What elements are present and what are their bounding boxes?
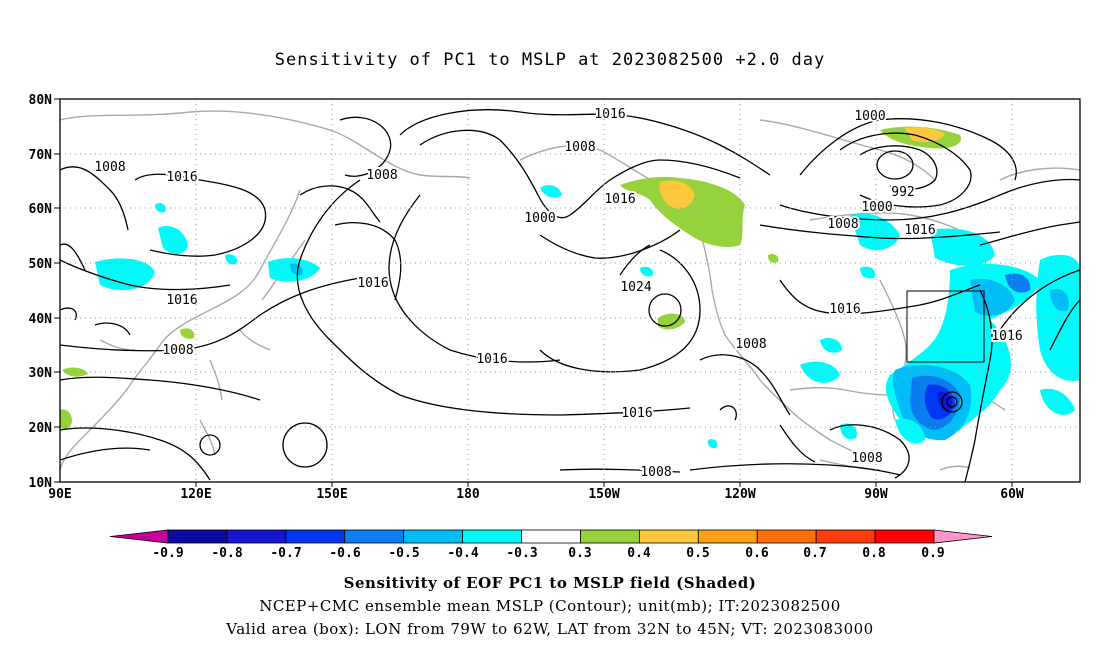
contour-label: 1008 — [640, 465, 671, 480]
caption-shaded: Sensitivity of EOF PC1 to MSLP field (Sh… — [343, 574, 757, 592]
contour-label: 1008 — [94, 160, 125, 175]
colorbar-swatch — [226, 529, 287, 544]
colorbar-swatch — [521, 529, 581, 544]
longitude-axis: 90E 120E 150E 180 150W 120W 90W 60W — [48, 482, 1024, 502]
caption-valid-area: Valid area (box): LON from 79W to 62W, L… — [226, 620, 874, 638]
lat-label: 80N — [29, 93, 53, 108]
lon-label: 60W — [1000, 487, 1024, 502]
lat-label: 10N — [29, 476, 53, 491]
contour-label: 1016 — [904, 223, 935, 238]
contour-label: 1008 — [735, 337, 766, 352]
contour-label: 1008 — [564, 140, 595, 155]
colorbar-label: 0.7 — [803, 546, 826, 561]
colorbar-swatch — [815, 529, 876, 544]
colorbar-swatch — [462, 529, 522, 544]
lon-label: 180 — [456, 487, 480, 502]
map-title: Sensitivity of PC1 to MSLP at 2023082500… — [274, 50, 826, 70]
contour-label: 1016 — [991, 329, 1022, 344]
colorbar-label: -0.5 — [388, 546, 419, 561]
colorbar-swatch — [403, 529, 464, 544]
colorbar-labels: -0.9 -0.8 -0.7 -0.6 -0.5 -0.4 -0.3 0.3 0… — [152, 546, 944, 561]
colorbar-label: -0.8 — [211, 546, 242, 561]
colorbar-swatch — [638, 529, 699, 544]
colorbar-label: -0.6 — [329, 546, 360, 561]
lon-label: 120E — [180, 487, 211, 502]
lat-label: 60N — [29, 202, 53, 217]
colorbar-label: 0.6 — [745, 546, 769, 561]
colorbar-label: -0.4 — [447, 546, 478, 561]
contour-label: 1000 — [524, 211, 555, 226]
lat-label: 70N — [29, 148, 53, 163]
colorbar-label: 0.8 — [862, 546, 886, 561]
contour-label: 1016 — [476, 352, 507, 367]
lon-label: 90E — [48, 487, 71, 502]
contour-label: 1000 — [861, 200, 892, 215]
contour-label: 1016 — [166, 170, 197, 185]
valid-area-box — [906, 290, 985, 363]
contour-labels: 1016 1008 1008 1016 1008 1016 1000 1016 … — [92, 105, 1024, 482]
lat-label: 40N — [29, 312, 53, 327]
contour-label: 1024 — [620, 280, 651, 295]
colorbar: -0.9 -0.8 -0.7 -0.6 -0.5 -0.4 -0.3 0.3 0… — [109, 529, 993, 561]
contour-label: 1016 — [166, 293, 197, 308]
colorbar-swatch — [344, 529, 405, 544]
colorbar-label: -0.3 — [506, 546, 537, 561]
contour-label: 1008 — [851, 451, 882, 466]
contour-label: 1016 — [594, 107, 625, 122]
lon-label: 90W — [864, 487, 888, 502]
colorbar-label: 0.3 — [568, 546, 591, 561]
shaded-sensitivity — [60, 126, 1080, 449]
lon-label: 150W — [588, 487, 619, 502]
colorbar-label: -0.7 — [270, 546, 301, 561]
colorbar-swatch — [580, 529, 640, 544]
contour-label: 1016 — [829, 302, 860, 317]
lon-label: 120W — [724, 487, 755, 502]
gridlines — [60, 99, 1080, 482]
latitude-axis: 80N 70N 60N 50N 40N 30N 20N 10N — [29, 93, 60, 491]
lon-label: 150E — [316, 487, 347, 502]
caption-contour: NCEP+CMC ensemble mean MSLP (Contour); u… — [259, 597, 841, 615]
colorbar-swatch — [874, 529, 935, 544]
contour-label: 1008 — [827, 217, 858, 232]
contour-label: 992 — [891, 185, 914, 200]
lat-label: 50N — [29, 257, 53, 272]
contour-label: 1016 — [621, 406, 652, 421]
colorbar-label: 0.9 — [921, 546, 944, 561]
colorbar-swatch — [933, 529, 993, 544]
lat-label: 30N — [29, 366, 53, 381]
colorbar-label: 0.4 — [627, 546, 651, 561]
colorbar-label: -0.9 — [152, 546, 183, 561]
contour-label: 1000 — [854, 109, 885, 124]
contour-label: 1016 — [604, 192, 635, 207]
map-frame — [59, 98, 1081, 483]
colorbar-swatch — [697, 529, 758, 544]
colorbar-swatches — [109, 529, 993, 544]
colorbar-swatch — [756, 529, 817, 544]
lat-label: 20N — [29, 421, 53, 436]
colorbar-swatch — [285, 529, 346, 544]
colorbar-swatch — [109, 529, 169, 544]
colorbar-label: 0.5 — [686, 546, 709, 561]
colorbar-swatch — [167, 529, 228, 544]
contour-label: 1008 — [366, 168, 397, 183]
contour-label: 1008 — [162, 343, 193, 358]
contour-label: 1016 — [357, 276, 388, 291]
